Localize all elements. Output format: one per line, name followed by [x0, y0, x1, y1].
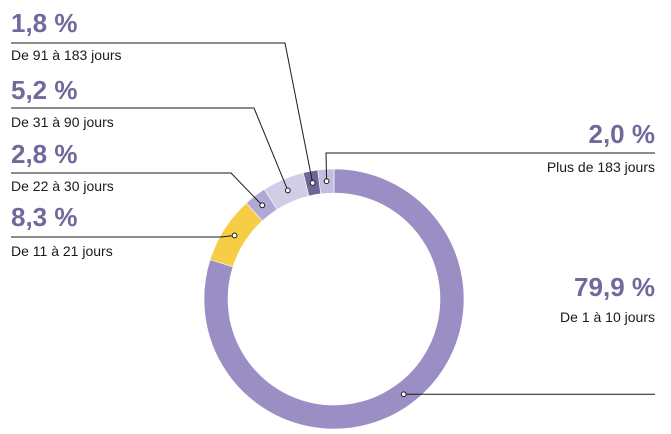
slice-label-3: De 22 à 30 jours [11, 178, 114, 194]
leader-line-2 [11, 234, 235, 238]
slice-percent-6: 2,0 % [589, 119, 656, 149]
leader-lines [11, 42, 655, 398]
leader-line-4 [11, 107, 289, 191]
leader-dot-3 [259, 202, 266, 209]
leader-dot-5 [309, 180, 316, 186]
leader-line-5 [11, 42, 314, 184]
leader-line-3 [11, 172, 263, 206]
donut-slices [203, 168, 465, 430]
slice-percent-3: 2,8 % [11, 139, 78, 169]
leader-line-6 [325, 152, 655, 182]
leader-dot-2 [231, 232, 238, 239]
slice-percent-1: 79,9 % [574, 272, 655, 302]
slice-percent-4: 5,2 % [11, 75, 78, 105]
slice-labels: 79,9 % De 1 à 10 jours 8,3 % De 11 à 21 jou… [11, 8, 655, 325]
leader-dot-1 [400, 391, 407, 398]
leader-dot-4 [284, 187, 291, 194]
slice-label-4: De 31 à 90 jours [11, 114, 114, 130]
slice-percent-2: 8,3 % [11, 202, 78, 232]
slice-percent-5: 1,8 % [11, 8, 78, 38]
leader-dot-6 [323, 178, 330, 185]
slice-1 [203, 168, 465, 430]
slice-label-2: De 11 à 21 jours [11, 243, 113, 259]
slice-label-5: De 91 à 183 jours [11, 47, 122, 63]
slice-label-1: De 1 à 10 jours [560, 309, 655, 325]
slice-label-6: Plus de 183 jours [547, 159, 655, 175]
